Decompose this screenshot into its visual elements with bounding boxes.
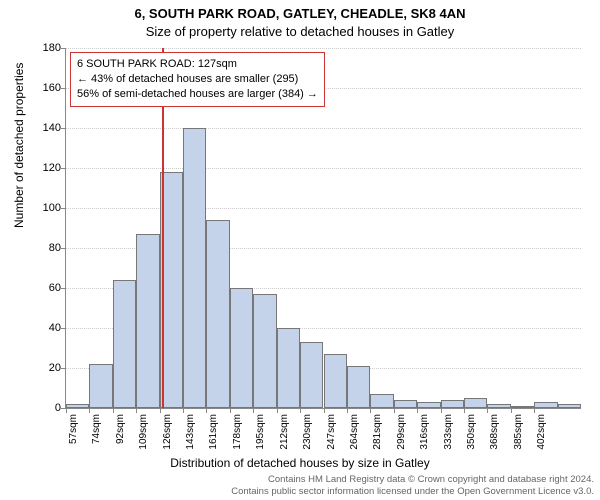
x-tick (160, 408, 161, 413)
x-tick (511, 408, 512, 413)
histogram-bar (113, 280, 136, 408)
y-tick-label: 160 (43, 82, 61, 94)
x-tick-label: 316sqm (419, 414, 430, 454)
annotation-line: 56% of semi-detached houses are larger (… (77, 87, 318, 102)
x-tick (183, 408, 184, 413)
histogram-bar (136, 234, 159, 408)
y-tick-label: 80 (49, 242, 61, 254)
y-axis-title: Number of detached properties (12, 63, 26, 228)
chart-container: 6, SOUTH PARK ROAD, GATLEY, CHEADLE, SK8… (0, 0, 600, 500)
x-tick-label: 299sqm (396, 414, 407, 454)
histogram-bar (347, 366, 370, 408)
x-tick-label: 247sqm (326, 414, 337, 454)
annotation-line: 6 SOUTH PARK ROAD: 127sqm (77, 57, 318, 72)
y-tick (61, 168, 66, 169)
gridline (66, 168, 581, 169)
y-tick-label: 60 (49, 282, 61, 294)
gridline (66, 128, 581, 129)
histogram-bar (487, 404, 510, 408)
annotation-line: ← 43% of detached houses are smaller (29… (77, 72, 318, 87)
footer-line1: Contains HM Land Registry data © Crown c… (268, 474, 594, 485)
x-tick (324, 408, 325, 413)
histogram-bar (206, 220, 229, 408)
x-tick-label: 178sqm (232, 414, 243, 454)
x-tick (370, 408, 371, 413)
x-tick-label: 143sqm (185, 414, 196, 454)
y-tick (61, 88, 66, 89)
footer-text: Contains HM Land Registry data © Crown c… (0, 474, 594, 498)
histogram-bar (417, 402, 440, 408)
x-tick-label: 350sqm (466, 414, 477, 454)
histogram-bar (230, 288, 253, 408)
y-tick (61, 128, 66, 129)
histogram-bar (511, 406, 534, 408)
x-tick-label: 109sqm (138, 414, 149, 454)
x-tick-label: 195sqm (255, 414, 266, 454)
x-tick-label: 212sqm (279, 414, 290, 454)
gridline (66, 208, 581, 209)
gridline (66, 48, 581, 49)
histogram-bar (370, 394, 393, 408)
x-tick (534, 408, 535, 413)
x-axis-title: Distribution of detached houses by size … (0, 456, 600, 470)
x-tick (113, 408, 114, 413)
histogram-bar (66, 404, 89, 408)
histogram-bar (324, 354, 347, 408)
x-tick-label: 368sqm (489, 414, 500, 454)
histogram-bar (183, 128, 206, 408)
histogram-bar (394, 400, 417, 408)
x-tick-label: 230sqm (302, 414, 313, 454)
histogram-bar (89, 364, 112, 408)
x-tick-label: 126sqm (162, 414, 173, 454)
x-tick-label: 264sqm (349, 414, 360, 454)
x-tick (206, 408, 207, 413)
x-tick (441, 408, 442, 413)
y-tick-label: 20 (49, 362, 61, 374)
histogram-bar (558, 404, 581, 408)
x-tick (347, 408, 348, 413)
x-tick-label: 385sqm (513, 414, 524, 454)
x-tick-label: 92sqm (115, 414, 126, 454)
y-tick-label: 180 (43, 42, 61, 54)
x-tick (300, 408, 301, 413)
y-tick (61, 208, 66, 209)
histogram-bar (300, 342, 323, 408)
x-tick (66, 408, 67, 413)
histogram-bar (441, 400, 464, 408)
y-tick (61, 288, 66, 289)
x-tick (89, 408, 90, 413)
x-tick (277, 408, 278, 413)
annotation-box: 6 SOUTH PARK ROAD: 127sqm← 43% of detach… (70, 52, 325, 107)
histogram-bar (464, 398, 487, 408)
x-tick (136, 408, 137, 413)
x-tick-label: 161sqm (208, 414, 219, 454)
y-tick-label: 120 (43, 162, 61, 174)
histogram-bar (277, 328, 300, 408)
histogram-bar (253, 294, 276, 408)
y-tick (61, 48, 66, 49)
x-tick (230, 408, 231, 413)
x-tick-label: 74sqm (91, 414, 102, 454)
chart-title-sub: Size of property relative to detached ho… (0, 24, 600, 39)
histogram-bar (534, 402, 557, 408)
chart-title-main: 6, SOUTH PARK ROAD, GATLEY, CHEADLE, SK8… (0, 6, 600, 21)
x-tick (487, 408, 488, 413)
x-tick (394, 408, 395, 413)
x-tick (464, 408, 465, 413)
y-tick (61, 248, 66, 249)
x-tick-label: 57sqm (68, 414, 79, 454)
plot-area: 02040608010012014016018057sqm74sqm92sqm1… (65, 48, 581, 409)
y-tick-label: 100 (43, 202, 61, 214)
x-tick (253, 408, 254, 413)
y-tick-label: 140 (43, 122, 61, 134)
x-tick (417, 408, 418, 413)
footer-line2: Contains public sector information licen… (231, 486, 594, 497)
x-tick-label: 402sqm (536, 414, 547, 454)
y-tick-label: 40 (49, 322, 61, 334)
x-tick-label: 281sqm (372, 414, 383, 454)
y-tick (61, 368, 66, 369)
y-tick-label: 0 (55, 402, 61, 414)
y-tick (61, 328, 66, 329)
x-tick-label: 333sqm (443, 414, 454, 454)
